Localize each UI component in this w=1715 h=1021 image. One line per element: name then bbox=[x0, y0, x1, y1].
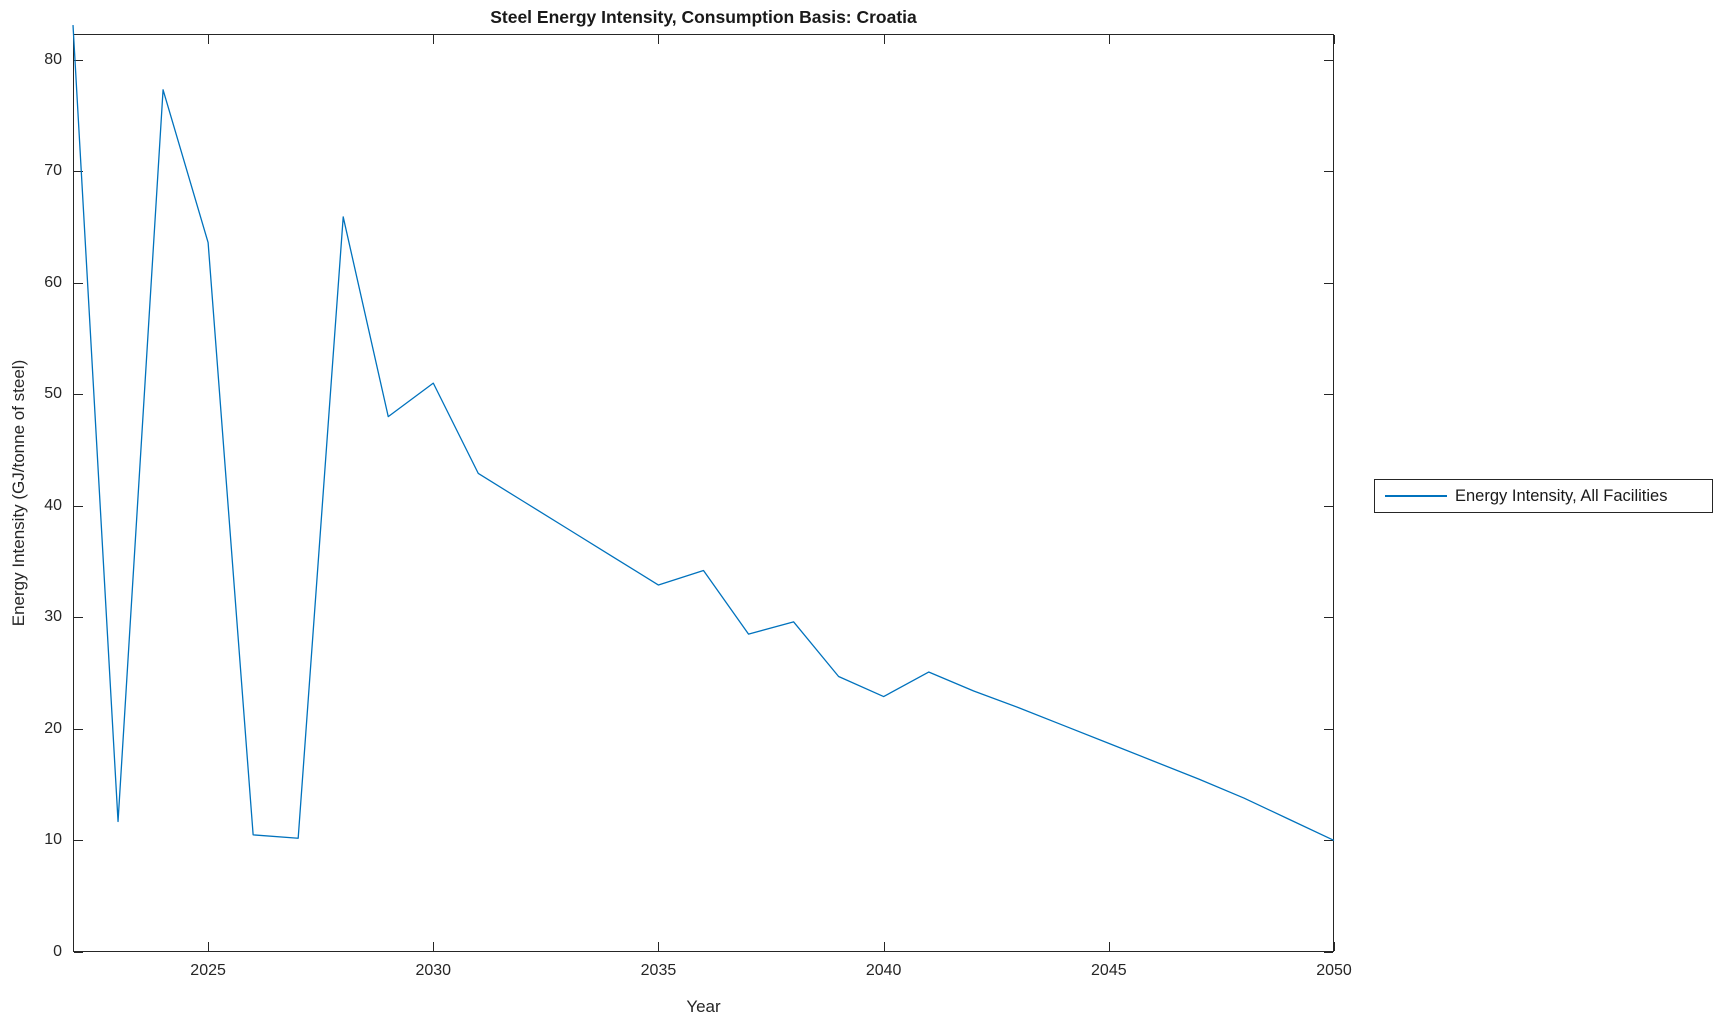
y-tick-label: 60 bbox=[44, 273, 62, 291]
x-tick-label: 2030 bbox=[415, 962, 452, 979]
y-tick-label: 70 bbox=[44, 162, 62, 180]
y-tick-label: 0 bbox=[53, 943, 62, 960]
chart-title: Steel Energy Intensity, Consumption Basi… bbox=[490, 7, 917, 27]
y-tick-label: 10 bbox=[44, 831, 62, 849]
y-tick-label: 50 bbox=[44, 385, 62, 403]
y-tick-label: 40 bbox=[44, 496, 62, 514]
plot-area bbox=[72, 25, 1335, 953]
y-tick-label: 20 bbox=[44, 719, 62, 737]
tick-marks bbox=[74, 35, 1335, 953]
y-tick-label: 80 bbox=[44, 50, 62, 68]
x-tick-label: 2040 bbox=[865, 962, 902, 979]
y-axis-label: Energy Intensity (GJ/tonne of steel) bbox=[9, 359, 28, 627]
x-tick-label: 2045 bbox=[1091, 962, 1127, 979]
x-axis-label: Year bbox=[686, 997, 721, 1016]
x-tick-label: 2035 bbox=[640, 962, 677, 979]
legend: Energy Intensity, All Facilities bbox=[1374, 479, 1713, 513]
plot-border bbox=[73, 34, 1334, 952]
x-tick-label: 2025 bbox=[190, 962, 226, 979]
y-tick-label: 30 bbox=[44, 608, 62, 626]
series-line bbox=[72, 25, 1335, 842]
legend-item-label: Energy Intensity, All Facilities bbox=[1455, 486, 1668, 505]
x-tick-label: 2050 bbox=[1316, 962, 1352, 979]
legend-line-sample bbox=[1385, 495, 1447, 497]
